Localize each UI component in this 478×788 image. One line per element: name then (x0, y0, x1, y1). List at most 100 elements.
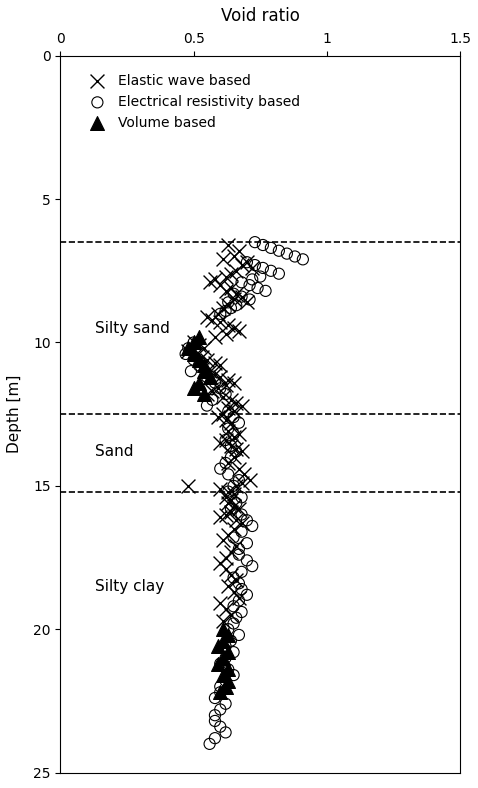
Electrical resistivity based (238, 491, 245, 504)
Elastic wave based (222, 491, 229, 504)
Electrical resistivity based (230, 617, 238, 630)
Elastic wave based (225, 485, 232, 498)
Electrical resistivity based (230, 571, 238, 584)
Elastic wave based (225, 319, 232, 332)
Electrical resistivity based (227, 634, 235, 647)
Volume based (219, 623, 227, 635)
Electrical resistivity based (230, 646, 238, 659)
Elastic wave based (227, 608, 235, 621)
Electrical resistivity based (235, 594, 243, 607)
Elastic wave based (198, 351, 206, 363)
Electrical resistivity based (267, 242, 275, 255)
Electrical resistivity based (232, 445, 240, 458)
Elastic wave based (235, 325, 243, 337)
Electrical resistivity based (251, 236, 259, 248)
Volume based (185, 342, 192, 355)
Electrical resistivity based (222, 456, 229, 469)
Elastic wave based (203, 353, 211, 366)
Electrical resistivity based (243, 514, 251, 526)
Elastic wave based (243, 296, 251, 309)
Y-axis label: Depth [m]: Depth [m] (7, 375, 22, 453)
Electrical resistivity based (283, 247, 291, 260)
Electrical resistivity based (227, 503, 235, 515)
Elastic wave based (227, 505, 235, 518)
Electrical resistivity based (222, 726, 229, 738)
Electrical resistivity based (235, 474, 243, 486)
Elastic wave based (227, 440, 235, 452)
Elastic wave based (230, 585, 238, 598)
Electrical resistivity based (238, 566, 245, 578)
Electrical resistivity based (256, 270, 264, 283)
Electrical resistivity based (195, 359, 203, 372)
Elastic wave based (211, 330, 219, 343)
Elastic wave based (225, 528, 232, 541)
Electrical resistivity based (238, 583, 245, 596)
Elastic wave based (222, 508, 229, 521)
Electrical resistivity based (182, 348, 189, 360)
Electrical resistivity based (249, 519, 256, 532)
Elastic wave based (240, 468, 248, 481)
Electrical resistivity based (190, 353, 197, 366)
Elastic wave based (232, 265, 240, 277)
Elastic wave based (219, 615, 227, 627)
Electrical resistivity based (225, 422, 232, 435)
Elastic wave based (193, 348, 200, 360)
Electrical resistivity based (249, 559, 256, 572)
Elastic wave based (203, 388, 211, 400)
Elastic wave based (185, 345, 192, 358)
Elastic wave based (217, 316, 224, 329)
Elastic wave based (211, 356, 219, 369)
Elastic wave based (230, 522, 238, 535)
Elastic wave based (200, 342, 208, 355)
Volume based (200, 359, 208, 372)
Electrical resistivity based (235, 417, 243, 429)
Elastic wave based (222, 563, 229, 575)
Electrical resistivity based (227, 451, 235, 463)
Volume based (217, 686, 224, 699)
Elastic wave based (217, 370, 224, 383)
Elastic wave based (227, 417, 235, 429)
Electrical resistivity based (246, 293, 253, 306)
Electrical resistivity based (222, 675, 229, 687)
Elastic wave based (206, 365, 214, 377)
Electrical resistivity based (230, 411, 238, 423)
Elastic wave based (238, 290, 245, 303)
Elastic wave based (185, 480, 192, 492)
Electrical resistivity based (238, 508, 245, 521)
Electrical resistivity based (211, 709, 219, 722)
Elastic wave based (217, 482, 224, 495)
Electrical resistivity based (262, 284, 270, 297)
Electrical resistivity based (217, 720, 224, 733)
Elastic wave based (203, 310, 211, 323)
Elastic wave based (227, 494, 235, 507)
Elastic wave based (230, 250, 238, 262)
Electrical resistivity based (243, 256, 251, 269)
Electrical resistivity based (217, 680, 224, 693)
Electrical resistivity based (230, 480, 238, 492)
Electrical resistivity based (227, 302, 235, 314)
Elastic wave based (238, 258, 245, 271)
Volume based (225, 675, 232, 687)
Elastic wave based (230, 431, 238, 444)
Electrical resistivity based (232, 611, 240, 624)
Elastic wave based (214, 307, 221, 320)
Elastic wave based (211, 368, 219, 381)
Legend: Elastic wave based, Electrical resistivity based, Volume based: Elastic wave based, Electrical resistivi… (79, 70, 304, 134)
Volume based (206, 370, 214, 383)
Elastic wave based (225, 299, 232, 311)
Elastic wave based (232, 514, 240, 526)
Elastic wave based (232, 396, 240, 409)
Elastic wave based (222, 552, 229, 564)
Volume based (200, 388, 208, 400)
Elastic wave based (225, 402, 232, 414)
Electrical resistivity based (187, 365, 195, 377)
Volume based (219, 669, 227, 682)
Elastic wave based (249, 262, 256, 274)
Elastic wave based (246, 474, 253, 486)
Electrical resistivity based (254, 281, 261, 294)
Electrical resistivity based (267, 265, 275, 277)
Elastic wave based (217, 437, 224, 449)
Electrical resistivity based (217, 307, 224, 320)
Elastic wave based (230, 451, 238, 463)
Elastic wave based (222, 414, 229, 426)
